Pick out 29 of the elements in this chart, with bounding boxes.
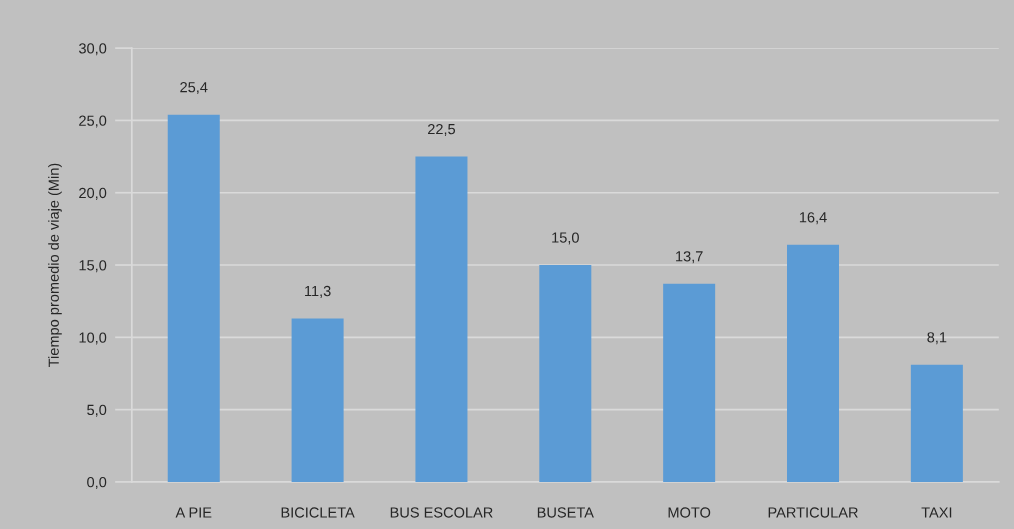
y-axis-title: Tiempo promedio de viaje (Min)	[48, 163, 62, 367]
data-label: 16,4	[799, 212, 827, 225]
bar	[787, 244, 840, 482]
x-tick-label: MOTO	[668, 507, 711, 518]
bar	[415, 156, 468, 482]
bar	[291, 318, 344, 482]
data-label: 8,1	[927, 332, 947, 345]
bar	[663, 283, 716, 482]
x-tick-label: PARTICULAR	[768, 507, 858, 518]
x-tick-label: BUSETA	[537, 507, 594, 518]
y-tick-label: 20,0	[79, 187, 107, 200]
data-label: 13,7	[676, 251, 703, 264]
bar	[167, 114, 220, 482]
x-tick-label: TAXI	[921, 507, 952, 518]
y-tick-label: 15,0	[79, 260, 107, 273]
x-tick-label: A PIE	[175, 507, 212, 518]
y-tick-label: 30,0	[79, 43, 107, 56]
y-tick-label: 10,0	[79, 332, 107, 345]
x-tick-label: BUS ESCOLAR	[390, 507, 493, 518]
y-tick-label: 0,0	[87, 477, 107, 490]
data-label: 22,5	[428, 123, 456, 136]
bar	[910, 364, 963, 482]
x-tick-label: BICICLETA	[281, 507, 355, 518]
y-tick-label: 25,0	[79, 115, 107, 128]
data-label: 15,0	[552, 232, 579, 245]
data-label: 25,4	[180, 82, 208, 95]
data-label: 11,3	[305, 285, 331, 298]
bar	[539, 265, 592, 482]
y-tick-label: 5,0	[87, 404, 107, 417]
